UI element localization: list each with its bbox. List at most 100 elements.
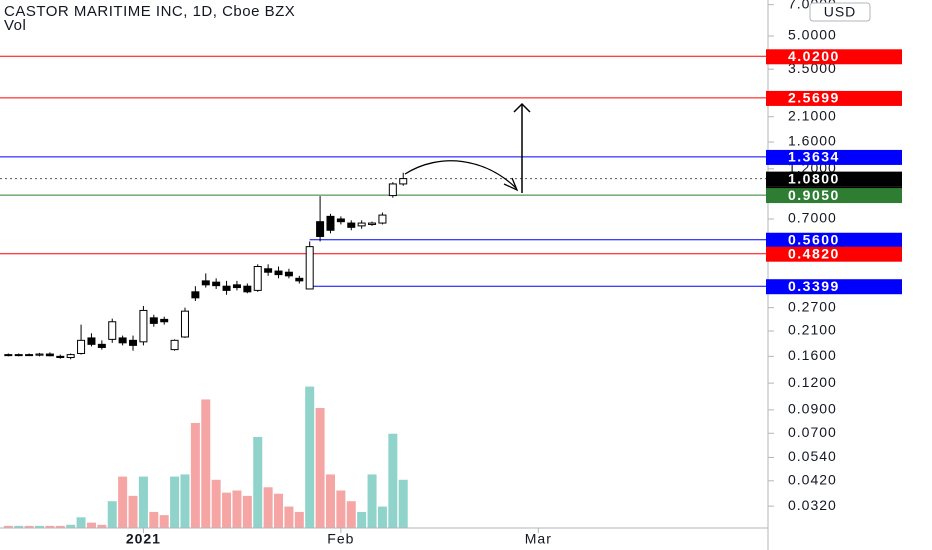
price-level-tag [766,171,902,187]
volume-bar [388,433,398,528]
candle-body [4,354,13,357]
axis-layer: 7.00005.00003.50002.10001.60001.20000.70… [126,0,902,547]
candle-body [170,339,179,351]
volume-bar [242,495,252,528]
volume-bar [398,479,408,528]
candle-body [35,353,44,356]
volume-bar [55,525,65,528]
price-level-label: 0.9050 [788,187,840,203]
price-level-label: 1.3634 [788,149,840,165]
y-tick-label: 0.2100 [788,322,837,338]
price-level-label: 2.5699 [788,90,840,106]
y-tick-label: 0.0700 [788,424,837,440]
candle-body [264,268,273,273]
y-tick-label: 1.6000 [788,133,837,149]
candle-body [45,353,54,357]
levels-layer [0,55,768,287]
candle-body [149,317,158,324]
volume-bar [222,492,232,528]
volume-bar [336,490,346,528]
volume-bar [138,476,148,528]
candle-body [160,318,169,323]
candle-body [243,285,252,293]
y-tick-label: 0.0900 [788,401,837,417]
volume-bar [128,495,138,528]
candle-layer [4,172,408,360]
volume-bar [97,524,107,528]
volume-bar [305,386,315,528]
candle-body [357,222,366,227]
volume-bar [24,525,34,528]
currency-button[interactable] [809,2,871,22]
candle-body [66,354,75,359]
candle-body [378,214,387,224]
price-level-tag [766,90,902,106]
candle-body [388,183,397,197]
candle-body [191,291,200,299]
price-level-label: 0.4820 [788,245,840,261]
volume-bar [14,525,24,528]
volume-bar [253,436,263,528]
volume-bar [211,479,221,528]
volume-bar [170,476,180,528]
y-tick-label: 0.1200 [788,374,837,390]
price-level-tag [766,188,902,204]
candle-body [368,222,377,225]
price-level-tag [766,246,902,262]
volume-bar [159,515,169,528]
volume-bar [180,474,190,528]
candle-body [25,354,34,357]
volume-bar [274,493,284,528]
volume-bar [34,525,44,528]
drawing-curve [404,160,517,189]
y-tick-label: 0.2700 [788,298,837,314]
candle-body [14,354,23,357]
y-tick-label: 0.7000 [788,210,837,226]
volume-bar [201,399,211,528]
volume-bar [149,511,159,528]
candle-body [253,266,262,291]
volume-bar [284,506,294,528]
x-tick-label: Mar [525,531,552,547]
candle-body [222,285,231,291]
price-level-tag [766,279,902,295]
volume-bar [377,506,387,528]
volume-bar [346,501,356,528]
candle-body [129,339,138,346]
candle-body [180,310,189,338]
candle-body [77,339,86,354]
volume-bar [232,490,242,528]
y-tick-label: 0.0540 [788,448,837,464]
candle-body [316,221,325,237]
candle-body [295,277,304,282]
candle-body [274,270,283,276]
candle-body [399,178,408,185]
volume-bar [325,474,335,528]
price-level-tag [766,149,902,165]
volume-bar [118,476,128,528]
price-level-tag [766,232,902,248]
candle-body [118,337,127,344]
currency-label[interactable]: USD [824,4,857,20]
candle-body [201,280,210,286]
volume-bar [367,474,377,528]
candle-body [336,218,345,223]
candle-body [284,271,293,277]
y-tick-label: 2.1000 [788,107,837,123]
volume-bar [190,423,200,528]
y-tick-label: 5.0000 [788,27,837,43]
candle-body [97,343,106,348]
volume-bar [357,511,367,528]
price-level-label: 4.0200 [788,48,840,64]
candle-body [212,281,221,287]
drawing-arrowhead [513,102,531,113]
volume-bar [294,511,304,528]
drawing-arrowhead [503,177,519,192]
x-tick-label: Feb [327,531,354,547]
price-level-label: 0.5600 [788,231,840,247]
volume-bar [45,525,55,528]
volume-bar [263,487,273,528]
